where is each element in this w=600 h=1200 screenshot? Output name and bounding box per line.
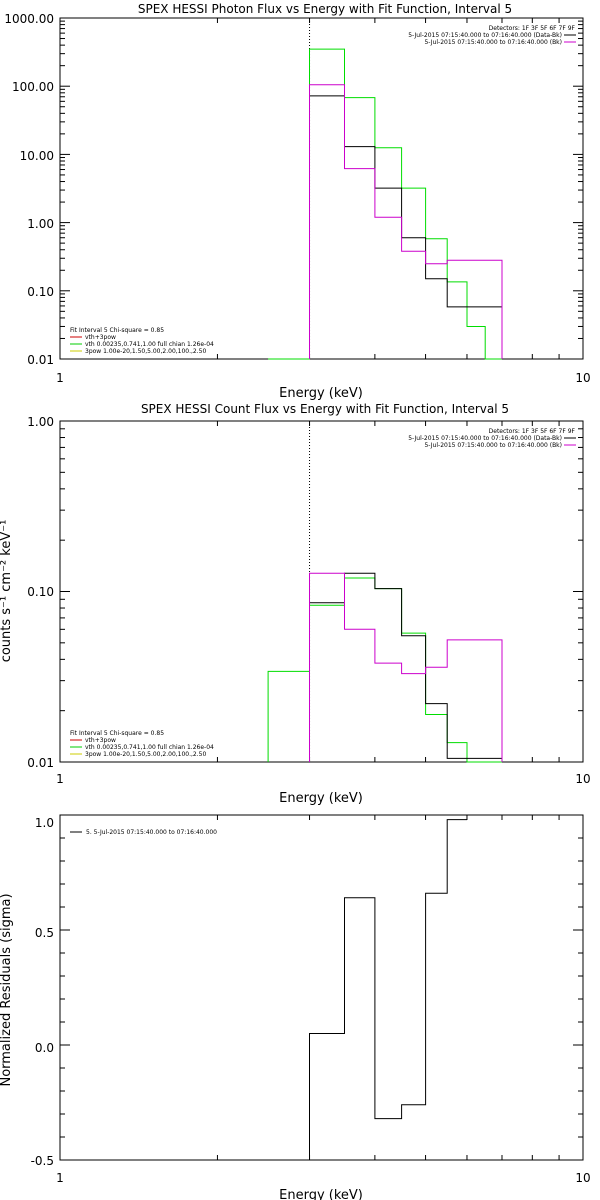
panel1-fit-legend-vth: vth 0.00235,0.741,1.00 full chian 1.26e-… [85, 341, 214, 348]
panel2-x-axis-label: Energy (keV) [279, 791, 363, 806]
panel2-fit-legend-vth: vth 0.00235,0.741,1.00 full chian 1.26e-… [85, 744, 214, 751]
panel3-x-axis-label: Energy (keV) [279, 1188, 363, 1200]
panel2-ytick-label-0.1: 0.10 [27, 585, 54, 599]
panel2-legend-bk: 5-Jul-2015 07:15:40.000 to 07:16:40.000 … [424, 442, 562, 449]
panel3-frame [59, 814, 584, 1161]
panel-count-flux: SPEX HESSI Count Flux vs Energy with Fit… [0, 402, 591, 806]
panel3-ytick-label--0.5: -0.5 [31, 1154, 54, 1168]
panel1-title: SPEX HESSI Photon Flux vs Energy with Fi… [138, 2, 512, 16]
panel2-ytick-label-0.01: 0.01 [27, 756, 54, 770]
panel2-xtick-label-10: 10 [575, 772, 590, 786]
panel1-xtick-label-10: 10 [575, 371, 590, 385]
panel1-plot-area [60, 17, 583, 360]
panel3-y-axis-label: Normalized Residuals (sigma) [0, 893, 14, 1086]
panel1-ytick-label-1: 1.00 [27, 217, 54, 231]
panel1-series-data-bk [309, 95, 503, 359]
panel-photon-flux: SPEX HESSI Photon Flux vs Energy with Fi… [4, 2, 590, 401]
panel1-fit-legend-model: vth+3pow [85, 334, 116, 341]
panel3-xtick-label-10: 10 [575, 1171, 590, 1185]
panel1-legend-bk: 5-Jul-2015 07:15:40.000 to 07:16:40.000 … [424, 39, 562, 46]
panel2-series-bk [309, 572, 503, 762]
panel1-ytick-label-0.01: 0.01 [27, 353, 54, 367]
panel2-xtick-label-1: 1 [56, 772, 64, 786]
panel2-legend-detectors: Detectors: 1F 3F 5F 6F 7F 9F [489, 428, 576, 435]
panel3-xtick-label-1: 1 [56, 1171, 64, 1185]
panel2-fit-legend-chi: Fit Interval 5 Chi-square = 0.85 [70, 730, 164, 737]
panel2-ytick-label-1: 1.00 [27, 415, 54, 429]
panel1-ytick-label-1000: 1000.00 [4, 12, 54, 26]
panel1-fit-legend-chi: Fit Interval 5 Chi-square = 0.85 [70, 327, 164, 334]
panel3-plot-area [60, 814, 583, 1161]
panel3-legend-interval: 5. 5-Jul-2015 07:15:40.000 to 07:16:40.0… [86, 829, 217, 836]
panel3-ytick-label-1.0: 1.0 [35, 816, 54, 830]
panel1-legend-data-bk: 5-Jul-2015 07:15:40.000 to 07:16:40.000 … [408, 32, 562, 39]
panel1-frame [59, 17, 584, 360]
panel2-series-data-bk [309, 572, 503, 762]
panel2-series-vth [267, 577, 502, 763]
panel2-title: SPEX HESSI Count Flux vs Energy with Fit… [141, 402, 509, 416]
panel1-ytick-label-100: 100.00 [12, 80, 54, 94]
panel1-x-axis-label: Energy (keV) [279, 386, 363, 401]
panel1-ytick-label-10: 10.00 [20, 149, 54, 163]
panel2-y-axis-label: counts s⁻¹ cm⁻² keV⁻¹ [0, 520, 14, 663]
panel2-legend-data-bk: 5-Jul-2015 07:15:40.000 to 07:16:40.000 … [408, 435, 562, 442]
panel1-series-bk [309, 84, 503, 359]
panel-residuals: 1.0 0.5 0.0 -0.5 1 10 Energy (keV) Norma… [0, 814, 591, 1200]
panel3-ytick-label-0.5: 0.5 [35, 926, 54, 940]
panel2-fit-legend-model: vth+3pow [85, 737, 116, 744]
panel1-series-vth [268, 48, 502, 360]
panel3-series-residuals [309, 819, 467, 1160]
panel2-fit-legend-3pow: 3pow 1.00e-20,1.50,5.00,2.00,100.,2.50 [85, 751, 206, 758]
panel1-xtick-label-1: 1 [56, 371, 64, 385]
panel3-ytick-label-0.0: 0.0 [35, 1041, 54, 1055]
panel1-legend-detectors: Detectors: 1F 3F 5F 6F 7F 9F [489, 25, 576, 32]
panel1-ytick-label-0.1: 0.10 [27, 285, 54, 299]
panel2-plot-area [60, 420, 583, 763]
panel1-fit-legend-3pow: 3pow 1.00e-20,1.50,5.00,2.00,100.,2.50 [85, 348, 206, 355]
panel2-frame [59, 420, 584, 763]
